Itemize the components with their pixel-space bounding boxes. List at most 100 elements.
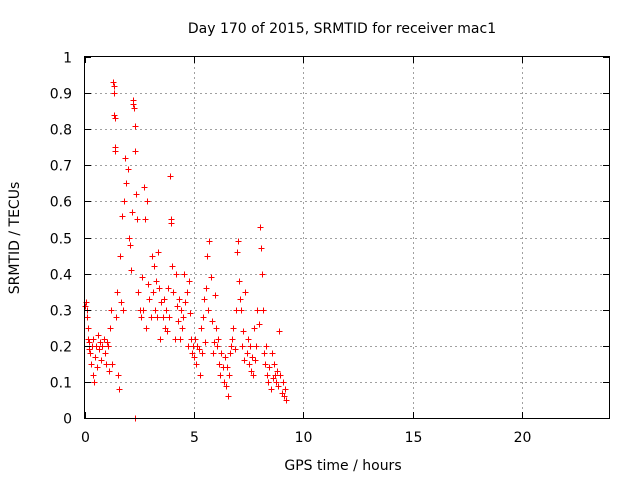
data-point	[82, 303, 89, 310]
y-tick-label: 0.1	[50, 376, 72, 392]
data-point	[250, 372, 257, 379]
data-point	[86, 346, 93, 353]
data-point	[222, 354, 229, 361]
data-point	[131, 105, 138, 112]
data-point	[229, 336, 236, 343]
data-point	[181, 271, 188, 278]
data-point	[108, 307, 115, 314]
data-point	[121, 198, 128, 205]
data-point	[258, 245, 265, 252]
x-tick-label: 10	[295, 430, 313, 446]
data-point	[215, 336, 222, 343]
data-point	[280, 379, 287, 386]
data-point	[193, 361, 200, 368]
data-point	[269, 350, 276, 357]
data-point	[191, 354, 198, 361]
data-point	[95, 332, 102, 339]
y-tick-labels: 0 0.1 0.2 0.3 0.4 0.5 0.6 0.7 0.8 0.9 1	[50, 51, 72, 428]
data-point	[236, 278, 243, 285]
x-tick-labels: 0 5 10 15 20	[81, 430, 531, 446]
data-point	[227, 350, 234, 357]
data-point	[112, 148, 119, 155]
data-point	[170, 289, 177, 296]
data-point	[249, 354, 256, 361]
data-point	[204, 253, 211, 260]
data-point	[114, 289, 121, 296]
data-point	[120, 307, 127, 314]
data-point	[192, 336, 199, 343]
data-point	[92, 354, 99, 361]
data-point	[104, 339, 111, 346]
data-point	[200, 314, 207, 321]
data-point	[235, 238, 242, 245]
data-point	[260, 307, 267, 314]
x-tick-label: 0	[81, 430, 90, 446]
data-point	[122, 155, 129, 162]
data-point	[140, 307, 147, 314]
data-point	[174, 303, 181, 310]
data-point	[241, 357, 248, 364]
data-point	[246, 361, 253, 368]
data-point	[107, 325, 114, 332]
data-point	[146, 296, 153, 303]
data-point	[186, 278, 193, 285]
data-point	[133, 191, 140, 198]
data-point	[262, 361, 269, 368]
y-tick-label: 0.2	[50, 340, 72, 356]
data-point	[165, 285, 172, 292]
data-point	[163, 307, 170, 314]
data-point	[91, 379, 98, 386]
data-point	[113, 314, 120, 321]
y-tick-label: 0.4	[50, 268, 72, 284]
data-point	[202, 339, 209, 346]
data-point	[102, 350, 109, 357]
data-point	[176, 296, 183, 303]
data-point	[132, 148, 139, 155]
data-point	[99, 343, 106, 350]
data-point	[257, 224, 264, 231]
x-axis-title: GPS time / hours	[284, 458, 401, 474]
data-point	[256, 321, 263, 328]
data-point	[151, 263, 158, 270]
data-point	[276, 328, 283, 335]
data-point	[234, 249, 241, 256]
data-point	[129, 209, 136, 216]
chart-title: Day 170 of 2015, SRMTID for receiver mac…	[188, 21, 496, 37]
data-point	[148, 314, 155, 321]
data-point	[184, 289, 191, 296]
data-point	[252, 357, 259, 364]
data-point	[182, 299, 189, 306]
data-point	[245, 336, 252, 343]
data-point	[85, 325, 92, 332]
data-point	[254, 307, 261, 314]
data-point	[199, 350, 206, 357]
data-point	[160, 314, 167, 321]
data-point	[84, 314, 91, 321]
data-point	[94, 364, 101, 371]
data-point	[168, 220, 175, 227]
data-point	[115, 372, 122, 379]
y-tick-label: 0	[63, 412, 72, 428]
data-point	[263, 343, 270, 350]
data-point	[274, 368, 281, 375]
data-point	[93, 343, 100, 350]
data-point	[118, 299, 125, 306]
data-point	[155, 249, 162, 256]
data-point	[213, 325, 220, 332]
x-tick-label: 15	[405, 430, 423, 446]
data-point	[145, 281, 152, 288]
data-point	[134, 216, 141, 223]
data-point	[223, 383, 230, 390]
data-point	[90, 336, 97, 343]
y-tick-label: 1	[63, 51, 72, 67]
data-point	[251, 325, 258, 332]
data-point	[125, 166, 132, 173]
data-point	[110, 79, 117, 86]
data-point	[232, 346, 239, 353]
data-point	[164, 328, 171, 335]
data-point	[142, 216, 149, 223]
data-point	[221, 379, 228, 386]
data-point	[138, 314, 145, 321]
data-point	[154, 314, 161, 321]
data-point	[230, 325, 237, 332]
